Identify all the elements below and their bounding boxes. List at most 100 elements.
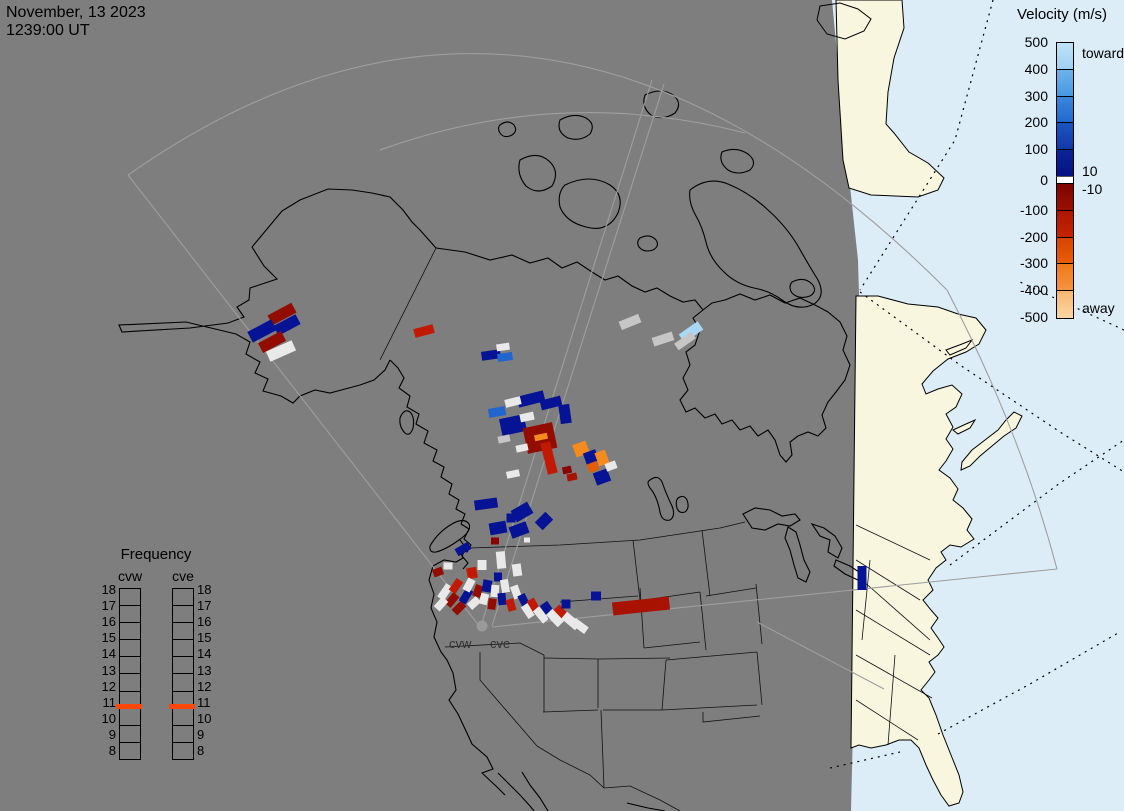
coastline-hudson-bay <box>679 293 851 463</box>
velocity-tick-label: 200 <box>1024 114 1048 131</box>
frequency-cell <box>119 605 141 624</box>
frequency-tick-label: 8 <box>197 743 205 758</box>
velocity-vector <box>495 551 507 569</box>
frequency-col-label-cve: cve <box>172 568 194 584</box>
velocity-vector <box>477 560 487 570</box>
frequency-tick-label: 18 <box>101 582 116 597</box>
velocity-vector <box>497 592 507 606</box>
velocity-vector <box>534 511 554 531</box>
frequency-cell <box>119 707 141 726</box>
velocity-vector <box>545 608 565 628</box>
velocity-vector <box>433 596 449 612</box>
coastline-baffin-island <box>689 180 822 308</box>
velocity-vector <box>257 331 287 353</box>
radar-fov-lines <box>127 53 1058 690</box>
frequency-tick-label: 17 <box>197 598 212 614</box>
coastline-banks-island <box>518 154 557 192</box>
velocity-vectors <box>247 302 867 634</box>
velocity-vector <box>454 541 472 557</box>
land-east-coast <box>850 295 987 807</box>
radar-label-cvw: cvw <box>449 636 472 651</box>
velocity-vector <box>499 578 511 594</box>
velocity-segment-away <box>1056 290 1074 319</box>
frequency-cell <box>172 724 194 743</box>
frequency-cell <box>119 639 141 658</box>
coastline-terminator-island <box>816 2 872 40</box>
velocity-vector <box>591 591 601 601</box>
coastline-southampton <box>789 278 816 299</box>
frequency-marker <box>116 703 142 709</box>
velocity-vector <box>519 411 535 423</box>
date-line: November, 13 2023 <box>6 4 146 21</box>
velocity-tick-label: -200 <box>1019 228 1048 245</box>
frequency-tick-label: 17 <box>101 598 116 614</box>
coastline-alaska-north <box>281 188 437 249</box>
land-nova-scotia <box>960 411 1023 471</box>
velocity-vector <box>534 432 548 442</box>
velocity-vector <box>247 319 277 343</box>
velocity-vector <box>481 579 493 593</box>
frequency-tick-label: 16 <box>197 614 212 630</box>
coastline-lake-winnipeg <box>647 476 675 521</box>
frequency-cell <box>119 588 141 607</box>
velocity-segment-toward <box>1056 122 1074 152</box>
away-label: away <box>1082 300 1115 316</box>
frequency-tick-label: 18 <box>197 582 212 597</box>
frequency-cell <box>119 622 141 641</box>
frequency-cell <box>172 707 194 726</box>
velocity-tick-label: 400 <box>1024 60 1048 77</box>
velocity-vector <box>506 513 516 523</box>
coastline-lake-manitoba <box>675 495 689 514</box>
velocity-segment-away <box>1056 263 1074 293</box>
velocity-vector <box>604 460 618 472</box>
coastline-small-island-1 <box>497 121 517 138</box>
velocity-tick-label: -400 <box>1019 282 1048 299</box>
velocity-vector <box>273 314 301 336</box>
velocity-vector <box>571 618 589 634</box>
coastline-somerset-island <box>720 148 755 174</box>
velocity-segment-toward <box>1056 42 1074 71</box>
velocity-vector <box>505 469 521 479</box>
velocity-segment-toward <box>1056 68 1074 98</box>
velocity-vector <box>508 521 530 539</box>
day-state-borders <box>855 524 933 746</box>
velocity-vector <box>443 562 453 570</box>
velocity-vector <box>497 434 511 444</box>
velocity-vector <box>488 520 508 536</box>
velocity-vector <box>267 302 297 326</box>
frequency-tick-label: 11 <box>102 694 117 710</box>
frequency-column-cve <box>172 588 194 760</box>
upper-threshold-label: 10 <box>1082 163 1098 179</box>
frequency-cell <box>172 588 194 607</box>
land-pei <box>952 418 977 435</box>
day-landmasses <box>835 0 1023 807</box>
night-coastlines <box>118 90 863 811</box>
velocity-vector <box>516 390 546 408</box>
land-ungava-labrador <box>835 0 945 198</box>
frequency-cell <box>172 656 194 675</box>
radar-label-cve: cve <box>490 636 510 651</box>
velocity-vector <box>487 597 497 611</box>
velocity-vector <box>473 497 499 511</box>
frequency-tick-label: 15 <box>101 630 116 646</box>
coastline-small-island-2 <box>637 235 659 252</box>
velocity-vector <box>487 406 507 418</box>
velocity-vector <box>496 342 510 352</box>
velocity-segment-away <box>1056 209 1074 239</box>
velocity-vector <box>497 351 513 363</box>
velocity-vector <box>265 340 297 362</box>
frequency-tick-label: 15 <box>197 630 212 646</box>
coastline-devon-island <box>643 90 680 119</box>
velocity-tick-label: 100 <box>1024 141 1048 158</box>
radar-site-dot <box>476 620 488 632</box>
coastline-alaska <box>118 210 391 404</box>
velocity-tick-label: -300 <box>1019 255 1048 272</box>
velocity-vector <box>511 563 523 577</box>
velocity-vector <box>431 566 445 578</box>
velocity-vector <box>674 331 696 351</box>
timestamp: November, 13 2023 1239:00 UT <box>6 4 146 40</box>
frequency-tick-label: 10 <box>197 710 212 726</box>
velocity-vector <box>490 584 500 598</box>
frequency-marker <box>169 703 195 709</box>
